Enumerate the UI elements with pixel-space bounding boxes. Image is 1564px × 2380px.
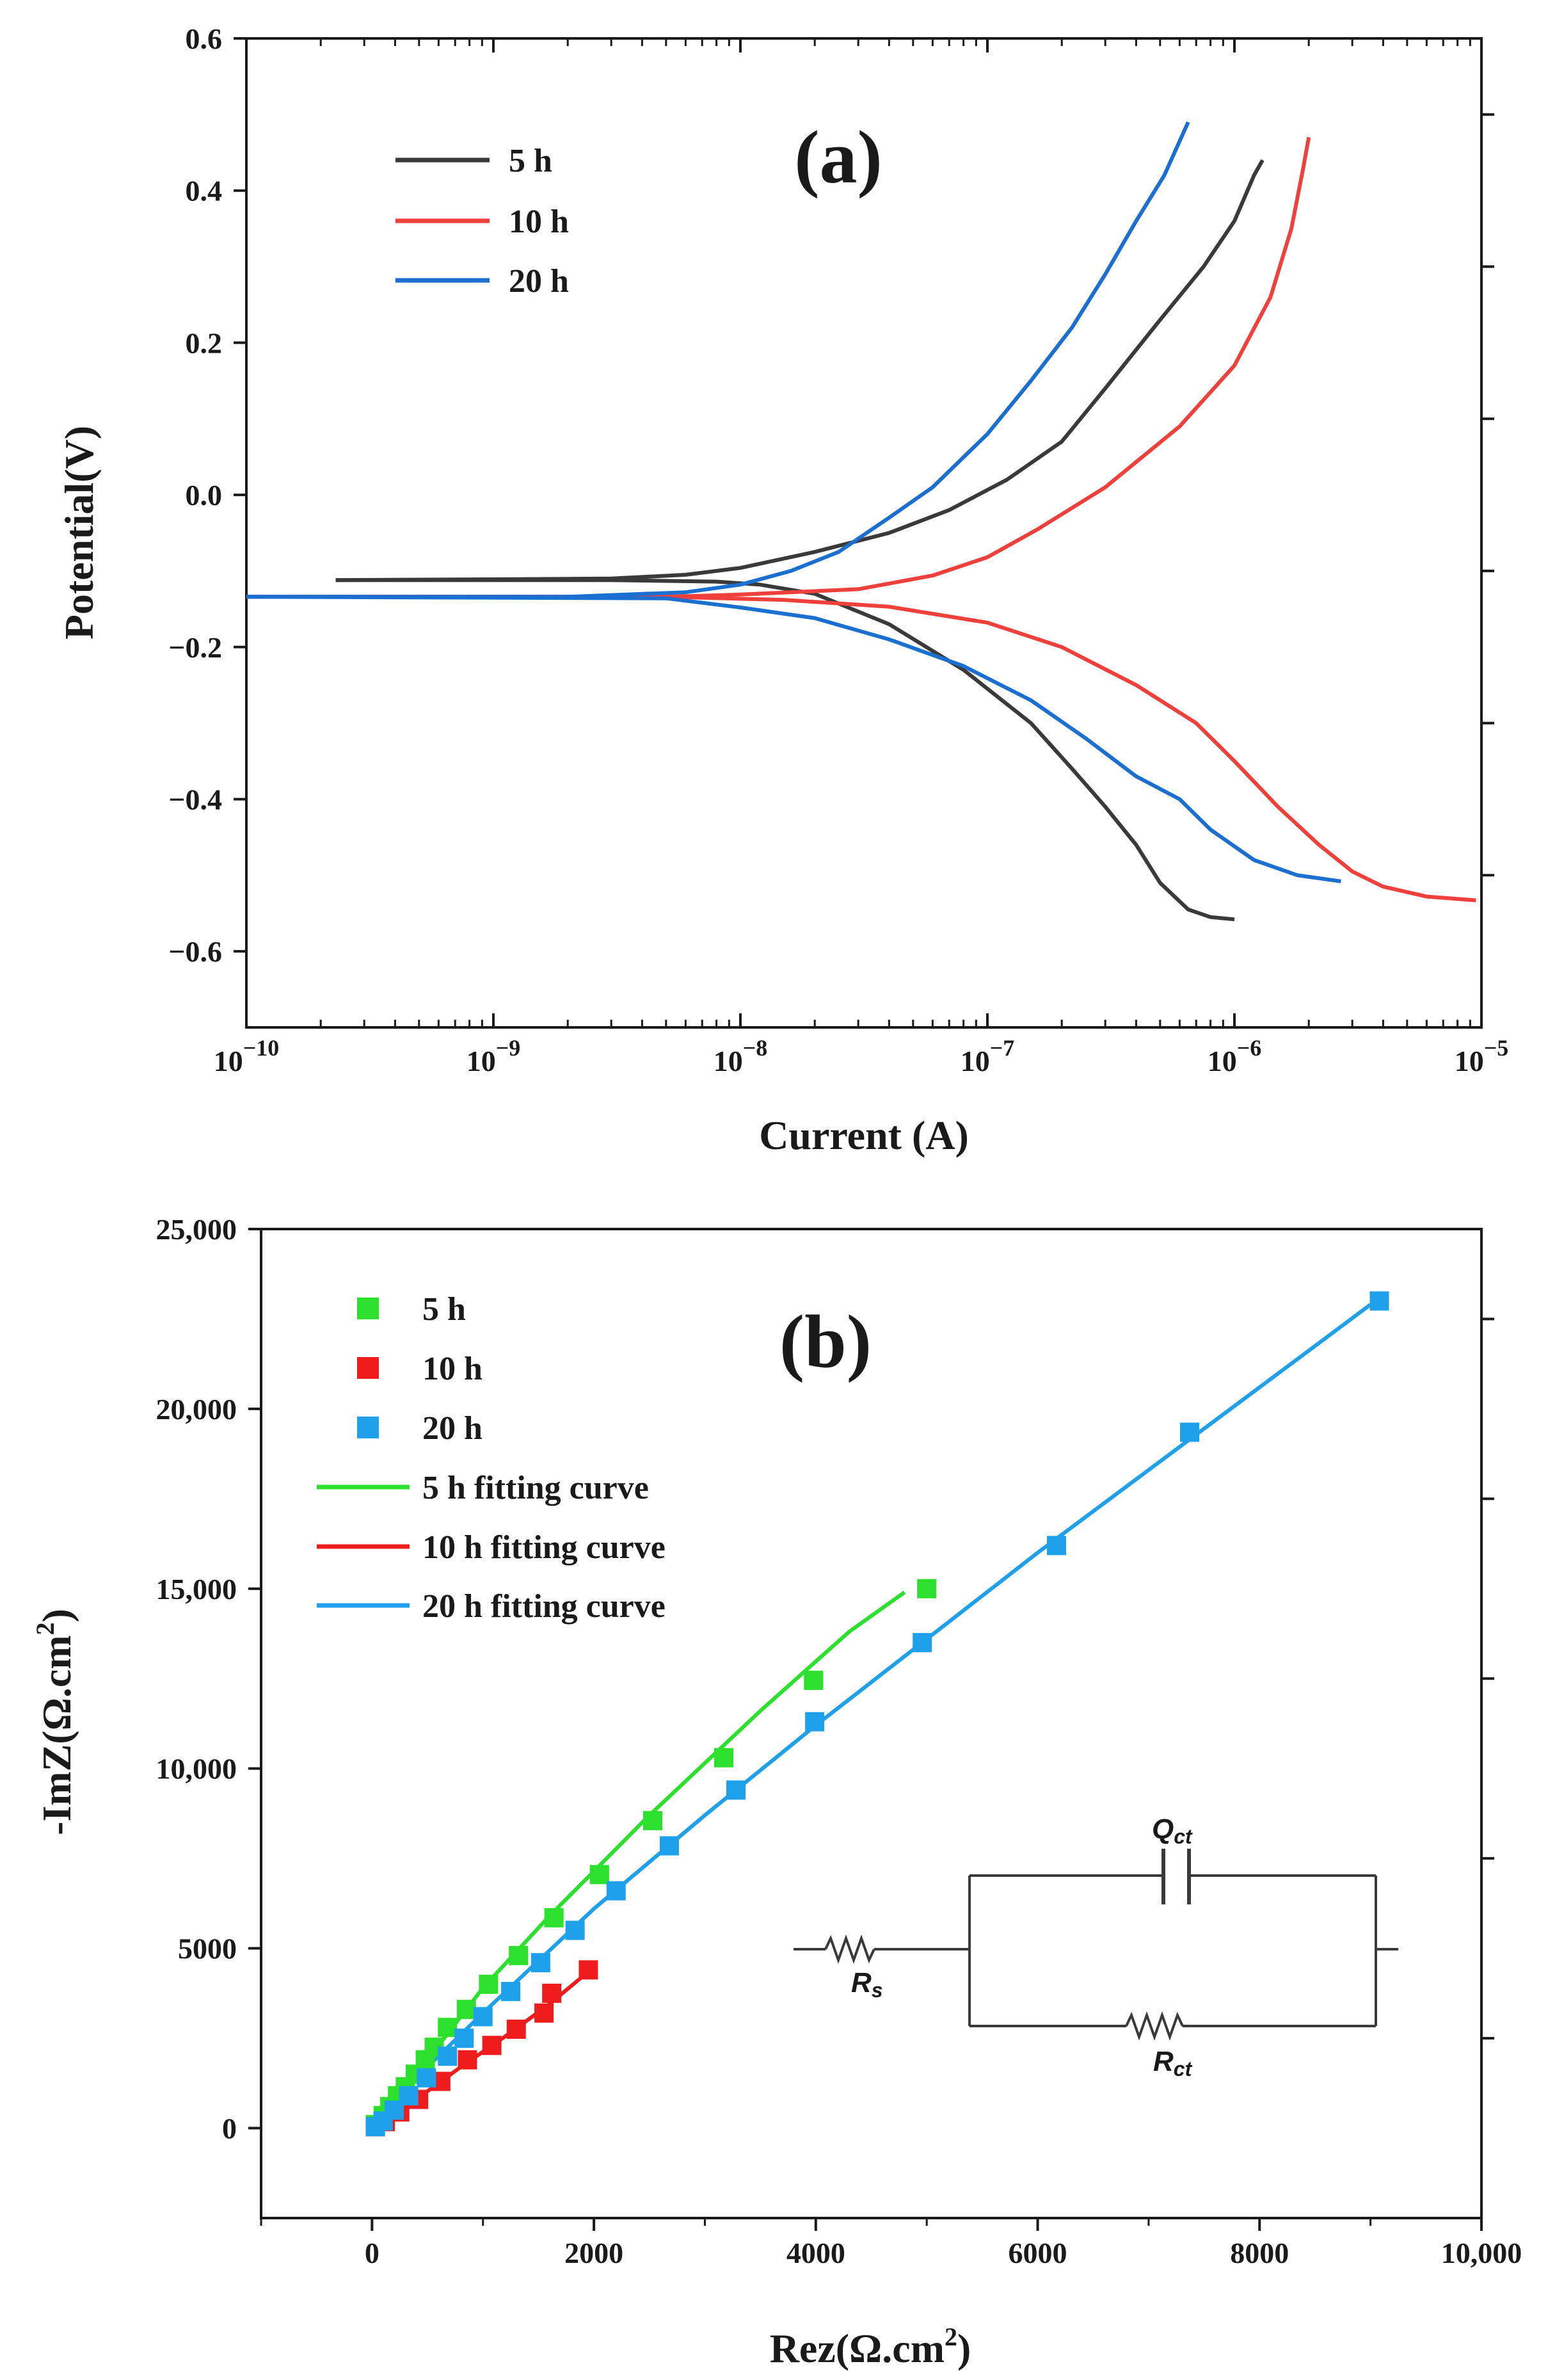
chart-b-point-20h — [501, 1982, 521, 2002]
chart-a-series-5h-cathodic — [335, 578, 1235, 922]
chart-b-point-20h — [565, 1920, 585, 1940]
chart-b-point-5h — [642, 1811, 662, 1831]
chart-b-point-5h — [479, 1974, 499, 1994]
chart-b-point-5h — [804, 1671, 824, 1691]
chart-a-xtick-label: 10−8 — [714, 1035, 768, 1077]
chart-a-xtick-label: 10−6 — [1208, 1035, 1262, 1077]
legend-b-marker-5h — [357, 1298, 379, 1319]
chart-a-series — [246, 121, 1476, 922]
chart-b-xtick-label: 4000 — [786, 2237, 845, 2269]
chart-b-point-5h — [589, 1865, 609, 1885]
chart-b-point-10h — [458, 2050, 477, 2070]
resistor-rct — [1125, 2011, 1184, 2041]
chart-b-point-5h — [714, 1748, 733, 1767]
chart-b-point-10h — [542, 1983, 562, 2003]
legend-a-label-20h: 20 h — [509, 263, 569, 300]
chart-a-frame — [245, 37, 1483, 1029]
chart-b-point-20h — [1369, 1291, 1389, 1311]
chart-b-ticks: 0 2000 4000 6000 8000 10,000 0 5000 10,000 15,000… — [156, 1213, 1522, 2269]
chart-b-point-5h — [917, 1579, 937, 1598]
chart-b-ytick-label: 10,000 — [156, 1753, 237, 1785]
chart-b-ytick-label: 15,000 — [156, 1573, 237, 1605]
legend-b-label-10h-fit: 10 h fitting curve — [422, 1529, 666, 1566]
chart-a-xtick-label: 10−10 — [214, 1035, 280, 1077]
chart-a-ytick-label: 0.0 — [186, 479, 223, 511]
chart-b-point-20h — [659, 1836, 679, 1856]
chart-b-ytick-label: 0 — [222, 2112, 237, 2145]
legend-b-marker-10h — [357, 1357, 379, 1379]
chart-a-series-5h-anodic — [335, 159, 1265, 583]
legend-b-label-20h: 20 h — [422, 1410, 483, 1447]
chart-a-series-10h-cathodic — [246, 595, 1476, 903]
chart-b-point-10h — [506, 2020, 526, 2039]
chart-a-xlabel: Current (A) — [759, 1113, 969, 1158]
chart-a-ytick-label: −0.2 — [168, 631, 222, 664]
chart-a-ylabel: Potential(V) — [56, 426, 102, 639]
chart-b-point-20h — [531, 1953, 550, 1973]
chart-b-point-5h — [509, 1945, 529, 1965]
chart-a-ytick-label: −0.6 — [168, 935, 222, 968]
chart-b-xlabel: Rez(Ω.cm2) — [770, 2322, 971, 2371]
chart-a-legend: 5 h 10 h 20 h — [395, 143, 569, 300]
chart-b-xtick-label: 8000 — [1230, 2237, 1289, 2269]
chart-a-ytick-label: 0.6 — [186, 22, 223, 55]
chart-b-point-20h — [454, 2029, 474, 2048]
legend-b-label-20h-fit: 20 h fitting curve — [422, 1588, 666, 1625]
resistor-rs — [824, 1934, 875, 1965]
chart-b-point-20h — [417, 2068, 436, 2087]
chart-b-ytick-label: 5000 — [178, 1933, 237, 1965]
chart-b-point-10h — [482, 2036, 502, 2055]
chart-b-ytick-label: 20,000 — [156, 1393, 237, 1426]
chart-b-point-20h — [1180, 1422, 1200, 1442]
circuit-label-qct: Qct — [1152, 1813, 1193, 1848]
chart-b-xtick-label: 0 — [365, 2237, 379, 2269]
chart-b-legend: 5 h 10 h 20 h 5 h fitting curve 10 h fit… — [317, 1291, 666, 1625]
chart-b-ytick-label: 25,000 — [156, 1213, 237, 1246]
chart-b-point-20h — [726, 1780, 746, 1800]
chart-a-ytick-label: 0.4 — [186, 175, 223, 207]
chart-a-ytick-label: 0.2 — [186, 326, 223, 359]
equivalent-circuit-diagram — [794, 1849, 1398, 2041]
chart-a-xtick-label: 10−5 — [1455, 1035, 1509, 1077]
chart-b-point-10h — [534, 2003, 554, 2023]
legend-a-label-5h: 5 h — [509, 143, 552, 179]
chart-b-ylabel: -ImZ(Ω.cm2) — [31, 1609, 79, 1835]
chart-b-panel-label: (b) — [779, 1299, 872, 1383]
chart-a-xtick-label: 10−7 — [961, 1035, 1015, 1077]
chart-b-point-20h — [438, 2046, 458, 2066]
chart-b-point-20h — [913, 1633, 932, 1653]
chart-a: 10−10 10−9 10−8 10−7 10−6 10−5 0.6 0.4 0.2 0.0 −0.… — [56, 22, 1508, 1158]
circuit-label-rct: Rct — [1153, 2046, 1193, 2080]
chart-a-panel-label: (a) — [794, 115, 882, 199]
chart-b-point-20h — [1047, 1536, 1067, 1556]
legend-b-label-10h: 10 h — [422, 1351, 483, 1387]
chart-b-point-20h — [399, 2086, 419, 2105]
chart-a-xtick-label: 10−9 — [467, 1035, 521, 1077]
chart-a-ticks: 10−10 10−9 10−8 10−7 10−6 10−5 0.6 0.4 0.2 0.0 −0.… — [168, 22, 1508, 1077]
chart-b-frame — [260, 1228, 1483, 2219]
chart-a-ytick-label: −0.4 — [168, 783, 222, 816]
chart-b-xtick-label: 6000 — [1009, 2237, 1067, 2269]
circuit-label-rs: Rs — [851, 1967, 883, 2002]
chart-b-point-20h — [606, 1881, 626, 1901]
chart-b-xtick-label: 10,000 — [1441, 2237, 1522, 2269]
legend-b-label-5h-fit: 5 h fitting curve — [422, 1470, 649, 1506]
chart-b: 0 2000 4000 6000 8000 10,000 0 5000 10,000 15,000… — [31, 1213, 1522, 2371]
chart-b-point-5h — [544, 1908, 564, 1927]
legend-b-marker-20h — [357, 1417, 379, 1438]
legend-b-label-5h: 5 h — [422, 1291, 466, 1328]
chart-b-point-5h — [456, 2000, 476, 2020]
chart-a-series-20h-anodic — [246, 121, 1190, 599]
chart-b-series — [365, 1291, 1389, 2137]
chart-b-point-5h — [438, 2018, 458, 2038]
chart-a-series-20h-cathodic — [246, 595, 1341, 883]
chart-b-point-10h — [579, 1960, 598, 1980]
chart-b-xtick-label: 2000 — [564, 2237, 623, 2269]
legend-a-label-10h: 10 h — [509, 204, 569, 240]
chart-b-point-20h — [805, 1712, 825, 1732]
chart-b-point-20h — [473, 2007, 493, 2027]
